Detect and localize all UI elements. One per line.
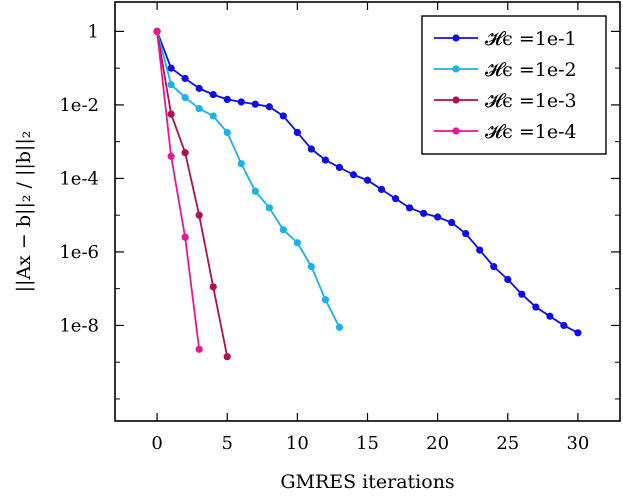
data-point — [391, 195, 400, 203]
series-line — [156, 31, 201, 350]
data-point — [237, 160, 245, 168]
data-point — [307, 145, 315, 153]
axis-ticks: 0 5 10 15 20 25 30 1 1e-2 1e-4 1e-6 1e-8 — [59, 2, 620, 454]
legend-swatch-marker — [452, 65, 460, 73]
y-tick-label: 1 — [88, 21, 99, 42]
data-point — [349, 171, 358, 179]
x-axis-label: GMRES iterations — [280, 471, 454, 493]
data-point — [420, 209, 428, 217]
data-point — [434, 213, 442, 221]
legend-label: 𝓗ϵ =1e-4 — [485, 121, 577, 143]
data-point — [265, 204, 273, 212]
data-point — [167, 152, 175, 160]
series-line — [156, 31, 229, 357]
legend-label: 𝓗ϵ =1e-2 — [485, 59, 577, 81]
data-point — [448, 218, 456, 227]
x-tick-label: 5 — [221, 433, 232, 454]
data-point — [195, 104, 203, 113]
y-tick-label: 1e-2 — [59, 95, 99, 116]
data-point — [195, 345, 203, 353]
data-point — [293, 128, 301, 137]
legend-item: 𝓗ϵ =1e-2 — [434, 59, 577, 81]
data-point — [546, 312, 554, 320]
plot-marks — [153, 27, 582, 361]
data-point — [335, 323, 344, 331]
data-point — [223, 128, 231, 137]
data-point — [181, 149, 189, 157]
data-point — [363, 176, 372, 184]
legend-label: 𝓗ϵ =1e-1 — [485, 28, 577, 50]
legend-swatch-marker — [452, 34, 460, 42]
legend-label: 𝓗ϵ =1e-3 — [485, 90, 577, 112]
x-tick-label: 30 — [566, 433, 589, 454]
x-tick-label: 10 — [286, 433, 309, 454]
data-point — [223, 353, 231, 361]
data-point — [293, 239, 301, 247]
y-tick-label: 1e-8 — [59, 315, 99, 336]
data-point — [209, 91, 217, 99]
data-point — [321, 156, 330, 164]
series-1 — [153, 27, 582, 337]
data-point — [237, 98, 245, 106]
data-point — [181, 233, 189, 241]
data-point — [209, 283, 217, 291]
data-point — [462, 229, 470, 238]
data-point — [265, 103, 273, 111]
data-point — [335, 163, 344, 171]
data-point — [279, 226, 287, 234]
data-point — [251, 100, 259, 108]
legend: 𝓗ϵ =1e-1 𝓗ϵ =1e-2 𝓗ϵ =1e-3 𝓗ϵ =1e-4 — [421, 15, 607, 155]
series-3 — [153, 27, 231, 361]
data-point — [490, 263, 498, 271]
data-point — [377, 185, 386, 194]
x-tick-label: 0 — [151, 433, 162, 454]
data-point — [574, 329, 582, 337]
data-point — [223, 95, 231, 103]
data-point — [279, 112, 287, 120]
data-point — [504, 275, 512, 284]
y-axis-label: ||Ax − b||₂ / ||b||₂ — [13, 131, 35, 293]
data-point — [181, 93, 189, 102]
x-tick-label: 20 — [426, 433, 449, 454]
data-point — [321, 296, 330, 304]
data-point — [195, 84, 203, 92]
legend-item: 𝓗ϵ =1e-1 — [434, 28, 577, 50]
x-tick-label: 15 — [356, 433, 379, 454]
data-point — [518, 290, 526, 298]
plot-frame — [114, 1, 621, 422]
data-point — [560, 321, 568, 330]
data-point — [195, 211, 203, 219]
data-point — [209, 112, 217, 120]
data-point — [167, 81, 175, 89]
legend-swatch-marker — [452, 96, 460, 104]
data-point — [405, 204, 414, 212]
data-point — [307, 263, 315, 271]
data-point — [181, 74, 189, 83]
legend-item: 𝓗ϵ =1e-4 — [434, 121, 577, 143]
legend-swatch-marker — [452, 127, 460, 135]
x-tick-label: 25 — [496, 433, 519, 454]
data-point — [251, 187, 259, 195]
data-point — [167, 64, 175, 72]
data-point — [476, 246, 484, 254]
legend-item: 𝓗ϵ =1e-3 — [434, 90, 577, 112]
data-point — [167, 110, 175, 118]
data-point — [532, 303, 540, 311]
series-2 — [153, 27, 344, 331]
y-tick-label: 1e-4 — [59, 168, 99, 189]
series-4 — [153, 27, 203, 353]
y-tick-label: 1e-6 — [59, 242, 99, 263]
data-point — [153, 27, 161, 36]
